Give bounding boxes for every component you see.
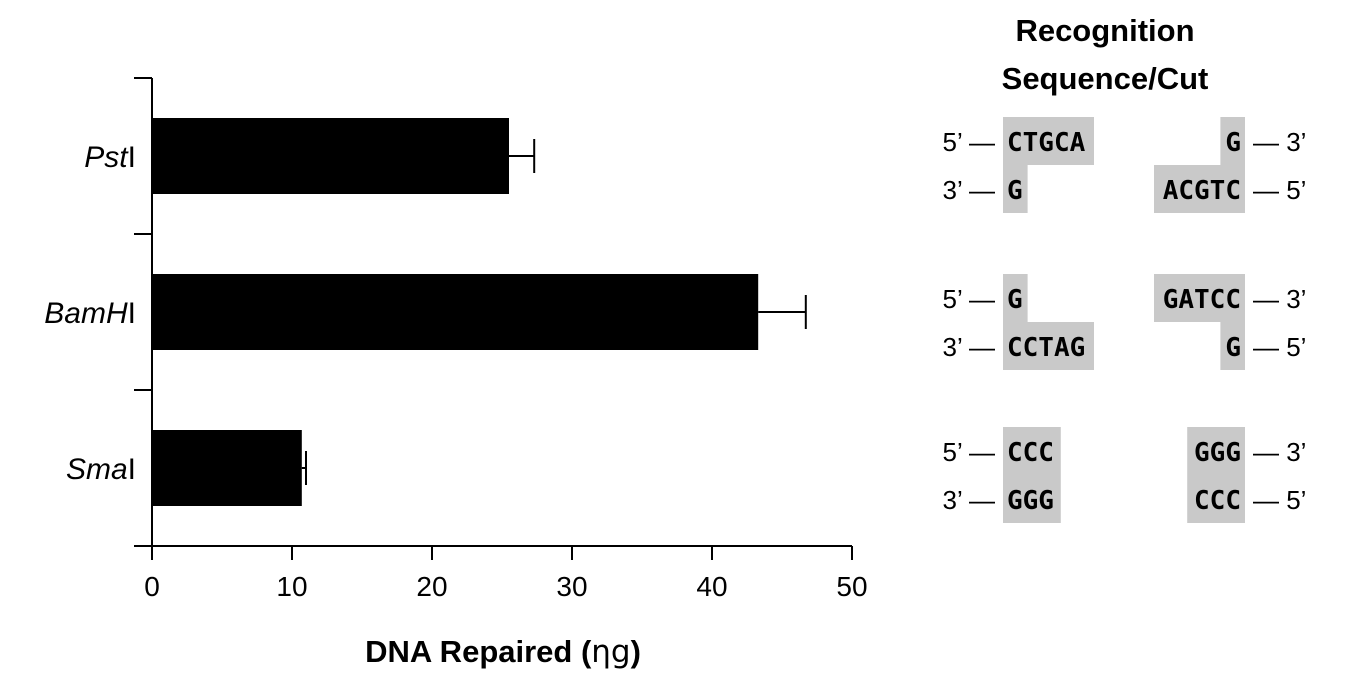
strand-end-0-top-right: — 3’ <box>1253 127 1306 157</box>
strand-end-0-bottom-left: 3’ — <box>943 175 996 205</box>
seq-highlight-2-top-left <box>1003 427 1061 475</box>
sequence-0-bottom-right: ACGTC <box>1163 176 1241 206</box>
sequence-1-bottom-left: CCTAG <box>1007 333 1085 363</box>
x-tick-label-3: 30 <box>556 571 587 602</box>
x-tick-label-1: 10 <box>276 571 307 602</box>
sequence-0-top-left: CTGCA <box>1007 128 1086 158</box>
strand-end-0-bottom-right: — 5’ <box>1253 175 1306 205</box>
sequence-2-top-right: GGG <box>1194 438 1241 468</box>
strand-end-1-bottom-left: 3’ — <box>943 332 996 362</box>
sequence-1-top-left: G <box>1007 285 1023 315</box>
seq-highlight-1-top-right <box>1154 274 1245 322</box>
x-tick-label-5: 50 <box>836 571 867 602</box>
bar-chart: PstI BamHI SmaI 0 10 20 30 40 50 DNA Repaired (η… <box>44 77 868 670</box>
category-label-1: BamHI <box>44 297 136 330</box>
x-tick-label-4: 40 <box>696 571 727 602</box>
bars-layer <box>152 118 759 506</box>
seq-highlight-0-top-left <box>1003 117 1094 165</box>
seq-highlight-2-bottom-right <box>1187 475 1245 523</box>
recognition-sequence-panel: Recognition Sequence/Cut 5’ — CTGCA G — 3’ 3… <box>943 13 1306 523</box>
labels-layer: PstI BamHI SmaI 0 10 20 30 40 50 <box>44 141 867 602</box>
seq-highlight-2-top-right <box>1187 427 1245 475</box>
recognition-title-line-1: Recognition <box>1015 13 1194 48</box>
strand-end-2-top-right: — 3’ <box>1253 437 1306 467</box>
sequence-1-bottom-right: G <box>1225 333 1241 363</box>
sequence-1-top-right: GATCC <box>1163 285 1241 315</box>
enzyme-diagram-0: 5’ — CTGCA G — 3’ 3’ — G ACGTC — 5’ <box>943 117 1306 213</box>
bar-0 <box>152 118 509 194</box>
strand-end-2-bottom-right: — 5’ <box>1253 485 1306 515</box>
strand-end-0-top-left: 5’ — <box>943 127 996 157</box>
recognition-title-line-2: Sequence/Cut <box>1002 61 1209 96</box>
bar-1 <box>152 274 759 350</box>
sequence-diagrams: 5’ — CTGCA G — 3’ 3’ — G ACGTC — 5’ 5’ — G GATCC — … <box>943 117 1306 523</box>
strand-end-2-bottom-left: 3’ — <box>943 485 996 515</box>
sequence-2-bottom-right: CCC <box>1194 486 1241 516</box>
x-tick-label-2: 20 <box>416 571 447 602</box>
enzyme-diagram-2: 5’ — CCC GGG — 3’ 3’ — GGG CCC — 5’ <box>943 427 1306 523</box>
enzyme-diagram-1: 5’ — G GATCC — 3’ 3’ — CCTAG G — 5’ <box>943 274 1306 370</box>
seq-highlight-1-bottom-left <box>1003 322 1094 370</box>
category-label-2: SmaI <box>66 453 136 486</box>
strand-end-1-top-right: — 3’ <box>1253 284 1306 314</box>
bar-2 <box>152 430 302 506</box>
seq-highlight-0-top-right <box>1220 117 1245 165</box>
seq-highlight-1-bottom-right <box>1220 322 1245 370</box>
x-axis-title: DNA Repaired (ηg) <box>365 634 641 670</box>
seq-highlight-1-top-left <box>1003 274 1028 322</box>
sequence-2-bottom-left: GGG <box>1007 486 1054 516</box>
seq-highlight-0-bottom-right <box>1154 165 1245 213</box>
seq-highlight-2-bottom-left <box>1003 475 1061 523</box>
error-bars-layer <box>301 139 807 485</box>
category-label-0: PstI <box>84 141 136 174</box>
axes-layer <box>134 77 853 560</box>
x-tick-label-0: 0 <box>144 571 160 602</box>
sequence-0-top-right: G <box>1225 128 1241 158</box>
sequence-0-bottom-left: G <box>1007 176 1023 206</box>
seq-highlight-0-bottom-left <box>1003 165 1028 213</box>
strand-end-1-top-left: 5’ — <box>943 284 996 314</box>
sequence-2-top-left: CCC <box>1007 438 1054 468</box>
strand-end-2-top-left: 5’ — <box>943 437 996 467</box>
strand-end-1-bottom-right: — 5’ <box>1253 332 1306 362</box>
